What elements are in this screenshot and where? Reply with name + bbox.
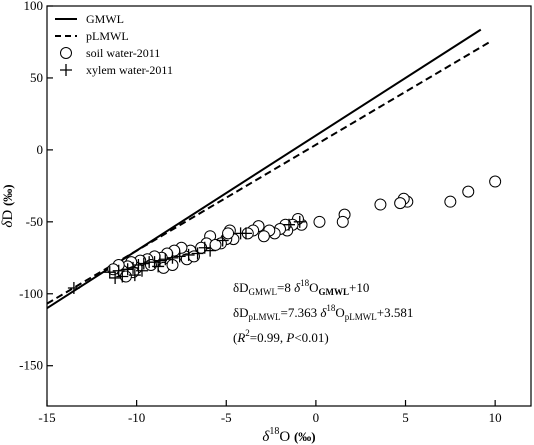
xylem-water-point	[137, 257, 150, 270]
plot-area	[46, 5, 532, 407]
soil-water-point	[257, 230, 270, 243]
soil-water-point	[394, 197, 407, 210]
data-points	[67, 175, 502, 295]
xylem-water-point	[191, 247, 204, 260]
y-tick-label: -100	[19, 286, 43, 301]
xylem-water-point	[166, 251, 179, 264]
x-axis-title: δ18O (‰)	[262, 426, 315, 445]
legend-symbol-xylem-water	[60, 64, 72, 76]
legend-label-soil-water: soil water-2011	[86, 46, 160, 60]
xylem-water-point	[239, 227, 252, 240]
xylem-water-point	[116, 270, 129, 283]
xylem-water-point	[173, 250, 186, 263]
soil-water-point	[222, 227, 235, 240]
x-tick-label: -10	[128, 410, 145, 425]
xylem-water-point	[152, 260, 165, 273]
soil-water-point	[489, 175, 502, 188]
regression-statistics: (R2=0.99, P<0.01)	[233, 328, 329, 345]
soil-water-point	[313, 215, 326, 228]
xylem-water-point	[121, 263, 134, 276]
legend-label-xylem-water: xylem water-2011	[86, 63, 173, 77]
legend-label-gmwl: GMWL	[86, 12, 124, 26]
y-tick-label: -50	[26, 214, 43, 229]
xylem-water-point	[204, 244, 217, 257]
y-tick-label: -150	[19, 358, 43, 373]
y-tick-label: 50	[30, 70, 43, 85]
xylem-water-point	[103, 266, 116, 279]
legend: GMWL pLMWL soil water-2011 xylem water-2…	[55, 12, 173, 77]
x-tick-label: 5	[402, 410, 409, 425]
soil-water-point	[374, 198, 387, 211]
y-axis-title: δD (‰)	[0, 184, 16, 227]
regression-annotations: δDGMWL=8 δ18OGMWL+10 δDpLMWL=7.363 δ18Op…	[233, 278, 413, 345]
axis-ticks	[46, 5, 496, 406]
xylem-water-point	[136, 264, 149, 277]
y-tick-label: 0	[37, 142, 44, 157]
xylem-water-point	[293, 215, 306, 228]
legend-label-plmwl: pLMWL	[86, 29, 129, 43]
x-tick-label: -5	[221, 410, 232, 425]
xylem-water-point	[182, 248, 195, 261]
x-tick-label: 10	[489, 410, 502, 425]
x-tick-label: 0	[313, 410, 320, 425]
equation-plmwl: δDpLMWL=7.363 δ18OpLMWL+3.581	[233, 303, 413, 322]
line-plmwl	[46, 40, 493, 305]
soil-water-point	[336, 215, 349, 228]
xylem-water-point	[216, 234, 229, 247]
xylem-water-point	[127, 261, 140, 274]
x-tick-label: -15	[38, 410, 55, 425]
xylem-water-point	[67, 282, 80, 295]
soil-water-point	[444, 195, 457, 208]
plot-frame	[46, 5, 532, 407]
y-tick-label: 100	[24, 0, 44, 13]
legend-symbol-soil-water	[60, 47, 72, 59]
xylem-water-point	[159, 253, 172, 266]
xylem-water-point	[109, 271, 122, 284]
xylem-water-point	[153, 254, 166, 267]
equation-gmwl: δDGMWL=8 δ18OGMWL+10	[233, 278, 369, 297]
xylem-water-point	[128, 269, 141, 282]
xylem-water-point	[283, 218, 295, 231]
soil-water-point	[462, 185, 475, 198]
xylem-water-point	[198, 241, 211, 254]
